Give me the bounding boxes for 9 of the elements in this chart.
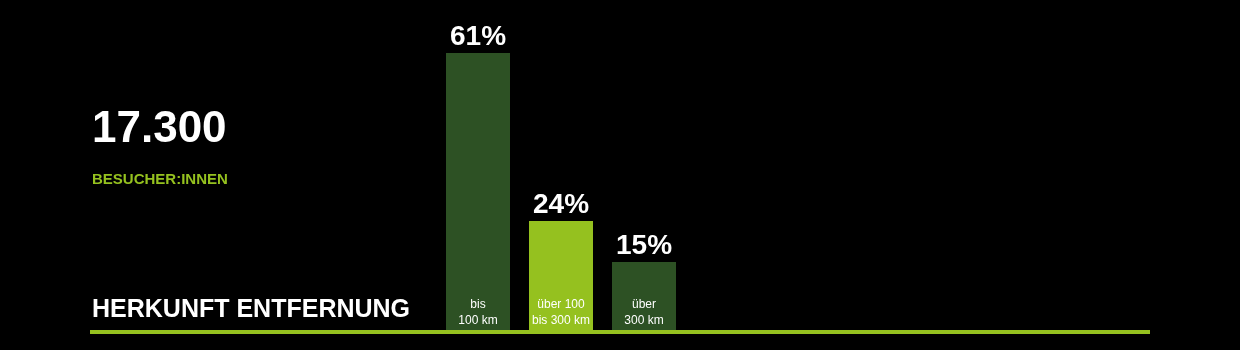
text: BESUCHER:INNEN [92,170,228,187]
x-tick-label: über 100 bis 300 km [532,297,590,327]
text: HERKUNFT ENTFERNUNG [92,294,411,322]
data-label: 61% [450,20,507,51]
data-label: 24% [533,188,590,219]
x-tick-label: über 300 km [624,297,664,327]
data-label: 15% [616,229,673,260]
text: 17.300 [92,102,227,151]
x-tick-label: bis 100 km [458,297,498,327]
